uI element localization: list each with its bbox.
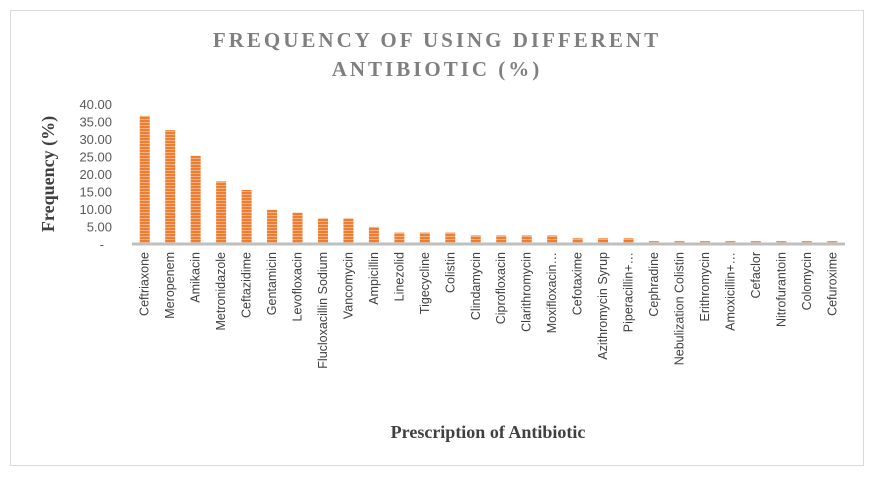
bar [598, 238, 609, 244]
y-tick-label: 15.00 [79, 185, 112, 200]
x-tick-label: Azithromycin Syrup [596, 252, 610, 360]
x-tick-label: Erithromycin [698, 252, 712, 322]
bar [394, 232, 405, 244]
bar [343, 218, 354, 244]
x-tick-label: Cefaclor [749, 252, 763, 299]
bar [623, 238, 634, 244]
bar [521, 235, 532, 244]
x-tick-label: Amikacin [189, 252, 203, 303]
y-tick-label: 35.00 [79, 115, 112, 130]
y-tick-label: 30.00 [79, 132, 112, 147]
bar [317, 218, 328, 244]
bar [572, 238, 583, 244]
x-tick-label: Colistin [443, 252, 457, 293]
x-tick-label: Meropenem [163, 252, 177, 319]
bar [470, 235, 481, 244]
x-tick-label: Vancomycin [341, 252, 355, 319]
x-tick-label: Ciprofloxacin [494, 252, 508, 324]
x-tick-label: Tigecycline [418, 252, 432, 314]
x-tick-label: Nitrofurantoin [774, 252, 788, 327]
x-tick-label: Amoxicillin+… [723, 252, 737, 331]
x-tick-label: Gentamicin [265, 252, 279, 315]
bar [241, 189, 252, 244]
bar [165, 130, 176, 244]
x-tick-label: Moxifloxacin… [545, 252, 559, 333]
bar [267, 209, 278, 244]
x-tick-label: Piperacillin+… [622, 252, 636, 332]
x-tick-label: Cefotaxime [571, 252, 585, 315]
x-tick-label: Levofloxacin [291, 252, 305, 322]
bar [292, 212, 303, 244]
x-tick-label: Cephradine [647, 252, 661, 317]
bar [419, 232, 430, 244]
bar [216, 181, 227, 244]
chart-title-line-2: ANTIBIOTIC (%) [332, 57, 543, 81]
y-tick-label: 40.00 [79, 97, 112, 112]
x-tick-label: Colomycin [800, 252, 814, 310]
x-tick-label: Clindamycin [469, 252, 483, 320]
bar [190, 155, 201, 244]
y-tick-label: 20.00 [79, 167, 112, 182]
y-tick-label: 5.00 [87, 220, 112, 235]
y-tick-label: 25.00 [79, 150, 112, 165]
bar [368, 226, 379, 244]
bar [445, 232, 456, 244]
x-tick-label: Nebulization Colistin [672, 252, 686, 365]
chart-frame [10, 10, 864, 466]
x-tick-label: Flucloxacillin Sodium [316, 252, 330, 369]
bar [496, 235, 507, 244]
x-tick-label: Linezolid [392, 252, 406, 301]
x-tick-label: Ceftriaxone [138, 252, 152, 316]
x-tick-label: Ceftazidime [240, 252, 254, 318]
x-tick-label: Ampicillin [367, 252, 381, 305]
x-tick-label: Clarithromycin [520, 252, 534, 332]
chart-title-line-1: FREQUENCY OF USING DIFFERENT [213, 28, 661, 52]
y-tick-label: 10.00 [79, 202, 112, 217]
bar [139, 115, 150, 244]
x-axis-label: Prescription of Antibiotic [391, 422, 586, 442]
x-tick-label: Metronidazole [214, 252, 228, 331]
y-tick-label: - [100, 237, 104, 252]
bar [547, 235, 558, 244]
x-tick-label: Cefuroxime [825, 252, 839, 316]
y-axis-label: Frequency (%) [38, 116, 59, 232]
